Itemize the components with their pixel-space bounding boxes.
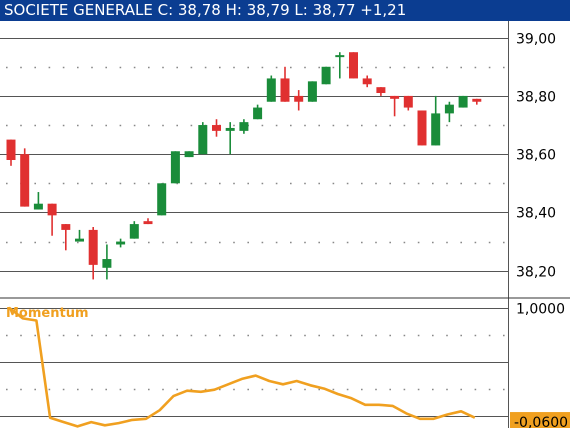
candle-down <box>280 78 290 102</box>
candle-up <box>170 151 180 184</box>
candle-up <box>431 113 441 146</box>
candle-down <box>88 229 98 265</box>
candle-down <box>390 95 400 99</box>
candle-up <box>239 122 249 131</box>
price-tick-label: 38,20 <box>516 265 556 281</box>
candle-up <box>335 55 345 58</box>
candle-up <box>444 104 454 114</box>
title-bar: SOCIETE GENERALE C: 38,78 H: 38,79 L: 38… <box>0 0 570 21</box>
candle-down <box>212 125 221 131</box>
candle-down <box>403 95 413 108</box>
candle-up <box>307 81 317 102</box>
momentum-grid <box>0 308 508 417</box>
momentum-last-value-badge <box>510 412 570 428</box>
candle-down <box>61 224 71 230</box>
price-axis: 39,00 38,80 38,60 38,40 38,20 <box>508 21 556 428</box>
candle-down <box>349 52 358 79</box>
candle-down <box>20 154 30 207</box>
candle-up <box>266 78 276 102</box>
momentum-axis: 1,0000 -0,0600 <box>510 302 570 428</box>
price-tick-label: 38,40 <box>516 206 556 222</box>
momentum-last-value-label: -0,0600 <box>514 415 568 428</box>
candlestick-series <box>6 52 482 280</box>
candle-up <box>157 183 167 216</box>
candle-down <box>47 203 57 216</box>
candle-up <box>75 238 84 242</box>
price-grid <box>0 38 508 272</box>
candle-up <box>102 259 112 268</box>
price-tick-label: 39,00 <box>516 32 556 48</box>
candle-down <box>362 78 372 85</box>
candle-down <box>376 87 386 93</box>
candle-up <box>253 107 263 120</box>
candle-up <box>458 95 468 108</box>
candle-down <box>294 95 304 102</box>
candle-down <box>472 98 482 102</box>
candle-up <box>184 151 194 158</box>
candle-down <box>417 110 427 146</box>
momentum-title: Momentum <box>6 306 89 321</box>
candle-up <box>116 241 126 245</box>
candle-down <box>6 139 16 160</box>
momentum-series <box>8 306 476 428</box>
price-tick-label: 38,60 <box>516 148 556 164</box>
candle-up <box>33 203 43 210</box>
candle-up <box>321 66 331 85</box>
candle-up <box>198 125 208 155</box>
momentum-line <box>8 306 476 428</box>
candle-up <box>225 127 235 131</box>
momentum-tick-label: 1,0000 <box>516 302 565 318</box>
price-tick-label: 38,80 <box>516 90 556 106</box>
candle-up <box>129 224 139 239</box>
candle-down <box>143 221 153 225</box>
chart-title: SOCIETE GENERALE C: 38,78 H: 38,79 L: 38… <box>4 1 407 19</box>
